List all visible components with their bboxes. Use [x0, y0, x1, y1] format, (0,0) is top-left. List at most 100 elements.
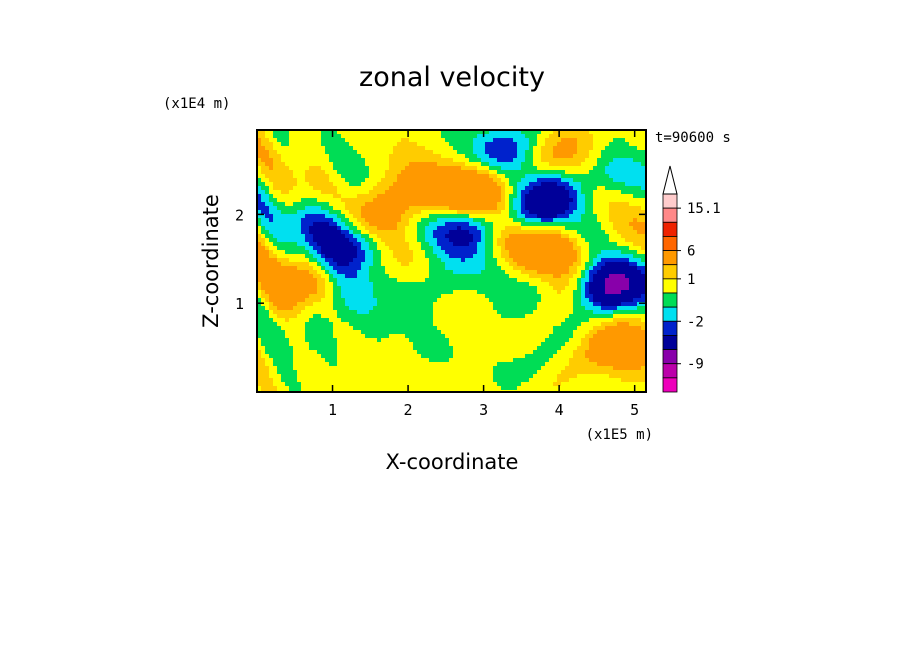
field-cell	[341, 298, 346, 303]
field-cell	[417, 278, 422, 283]
field-cell	[453, 130, 458, 135]
field-cell	[473, 190, 478, 195]
field-cell	[393, 138, 398, 143]
field-cell	[521, 142, 526, 147]
field-cell	[341, 246, 346, 251]
field-cell	[377, 274, 382, 279]
field-cell	[301, 238, 306, 243]
field-cell	[281, 274, 286, 279]
field-cell	[385, 322, 390, 327]
field-cell	[425, 174, 430, 179]
field-cell	[641, 222, 646, 227]
field-cell	[581, 158, 586, 163]
field-cell	[321, 330, 326, 335]
field-cell	[621, 218, 626, 223]
field-cell	[437, 214, 442, 219]
field-cell	[465, 262, 470, 267]
field-cell	[353, 230, 358, 235]
field-cell	[361, 150, 366, 155]
field-cell	[257, 234, 262, 239]
field-cell	[521, 230, 526, 235]
field-cell	[545, 130, 550, 135]
field-cell	[585, 330, 590, 335]
field-cell	[265, 190, 270, 195]
field-cell	[437, 294, 442, 299]
field-cell	[457, 218, 462, 223]
field-cell	[269, 158, 274, 163]
field-cell	[609, 174, 614, 179]
field-cell	[617, 202, 622, 207]
field-cell	[613, 226, 618, 231]
field-cell	[265, 250, 270, 255]
field-cell	[293, 306, 298, 311]
field-cell	[605, 198, 610, 203]
field-cell	[449, 270, 454, 275]
field-cell	[505, 186, 510, 191]
field-cell	[545, 194, 550, 199]
field-cell	[317, 142, 322, 147]
field-cell	[621, 330, 626, 335]
field-cell	[337, 226, 342, 231]
field-cell	[309, 134, 314, 139]
field-cell	[605, 298, 610, 303]
field-cell	[349, 310, 354, 315]
field-cell	[465, 302, 470, 307]
field-cell	[325, 222, 330, 227]
field-cell	[445, 174, 450, 179]
field-cell	[533, 206, 538, 211]
field-cell	[369, 318, 374, 323]
field-cell	[569, 230, 574, 235]
field-cell	[633, 222, 638, 227]
field-cell	[585, 162, 590, 167]
field-cell	[341, 186, 346, 191]
field-cell	[553, 170, 558, 175]
field-cell	[421, 318, 426, 323]
field-cell	[617, 298, 622, 303]
field-cell	[265, 138, 270, 143]
field-cell	[553, 258, 558, 263]
field-cell	[553, 286, 558, 291]
field-cell	[573, 210, 578, 215]
field-cell	[561, 242, 566, 247]
field-cell	[429, 190, 434, 195]
field-cell	[285, 262, 290, 267]
field-cell	[437, 242, 442, 247]
field-cell	[433, 330, 438, 335]
field-cell	[421, 230, 426, 235]
field-cell	[333, 314, 338, 319]
field-cell	[293, 258, 298, 263]
field-cell	[429, 246, 434, 251]
field-cell	[481, 198, 486, 203]
field-cell	[425, 290, 430, 295]
field-cell	[517, 238, 522, 243]
field-cell	[325, 142, 330, 147]
field-cell	[309, 306, 314, 311]
field-cell	[449, 202, 454, 207]
field-cell	[477, 326, 482, 331]
field-cell	[425, 150, 430, 155]
field-cell	[469, 150, 474, 155]
field-cell	[425, 330, 430, 335]
field-cell	[257, 154, 262, 159]
field-cell	[385, 226, 390, 231]
field-cell	[613, 306, 618, 311]
field-cell	[349, 258, 354, 263]
field-cell	[521, 318, 526, 323]
field-cell	[257, 290, 262, 295]
field-cell	[337, 194, 342, 199]
field-cell	[333, 178, 338, 183]
field-cell	[369, 190, 374, 195]
field-cell	[617, 222, 622, 227]
field-cell	[349, 278, 354, 283]
field-cell	[605, 274, 610, 279]
field-cell	[417, 274, 422, 279]
field-cell	[265, 242, 270, 247]
field-cell	[261, 246, 266, 251]
field-cell	[525, 298, 530, 303]
field-cell	[437, 154, 442, 159]
field-cell	[301, 314, 306, 319]
field-cell	[637, 258, 642, 263]
field-cell	[421, 298, 426, 303]
field-cell	[453, 202, 458, 207]
field-cell	[325, 170, 330, 175]
